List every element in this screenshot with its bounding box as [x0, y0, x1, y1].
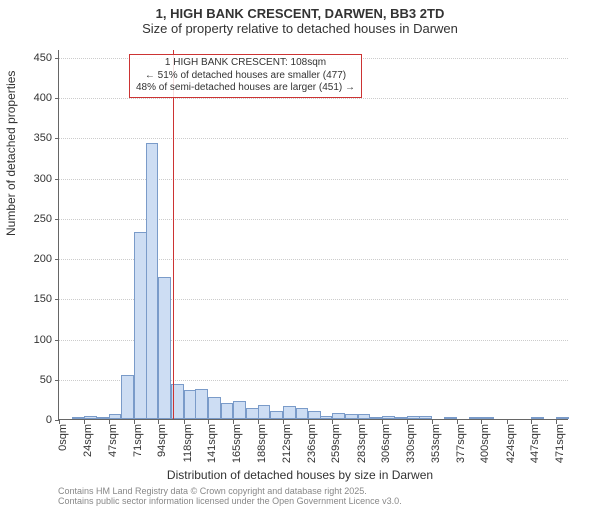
ytick-label: 300	[12, 173, 52, 185]
histogram-bar	[556, 417, 569, 419]
histogram-bar	[270, 411, 283, 419]
ytick-label: 400	[12, 92, 52, 104]
histogram-bar	[258, 405, 271, 419]
ytick-mark	[55, 98, 59, 99]
x-axis-label: Distribution of detached houses by size …	[0, 468, 600, 482]
ytick-label: 50	[12, 374, 52, 386]
gridline	[59, 98, 568, 99]
histogram-bar	[531, 417, 544, 419]
xtick-label: 283sqm	[356, 424, 368, 463]
ytick-mark	[55, 138, 59, 139]
histogram-bar	[146, 143, 159, 419]
histogram-bar	[109, 414, 122, 419]
annotation-line: 1 HIGH BANK CRESCENT: 108sqm	[136, 57, 355, 70]
xtick-label: 400sqm	[479, 424, 491, 463]
xtick-label: 94sqm	[156, 424, 168, 457]
ytick-mark	[55, 259, 59, 260]
ytick-mark	[55, 340, 59, 341]
histogram-chart: 1 HIGH BANK CRESCENT: 108sqm← 51% of det…	[58, 50, 568, 420]
histogram-bar	[158, 277, 171, 419]
histogram-bar	[320, 416, 333, 419]
ytick-mark	[55, 58, 59, 59]
ytick-mark	[55, 299, 59, 300]
histogram-bar	[121, 375, 134, 419]
histogram-bar	[72, 417, 85, 419]
histogram-bar	[444, 417, 457, 419]
xtick-label: 306sqm	[380, 424, 392, 463]
xtick-label: 330sqm	[405, 424, 417, 463]
histogram-bar	[395, 417, 408, 419]
gridline	[59, 138, 568, 139]
page-title-line2: Size of property relative to detached ho…	[0, 21, 600, 36]
page-title-line1: 1, HIGH BANK CRESCENT, DARWEN, BB3 2TD	[0, 6, 600, 21]
xtick-label: 471sqm	[554, 424, 566, 463]
xtick-label: 47sqm	[107, 424, 119, 457]
attribution-line1: Contains HM Land Registry data © Crown c…	[58, 486, 402, 496]
histogram-bar	[195, 389, 208, 419]
reference-vline	[173, 50, 174, 419]
ytick-label: 250	[12, 213, 52, 225]
histogram-bar	[221, 403, 234, 419]
histogram-bar	[469, 417, 482, 419]
histogram-bar	[419, 416, 432, 419]
xtick-label: 0sqm	[57, 424, 69, 451]
histogram-bar	[382, 416, 395, 419]
plot-area: 1 HIGH BANK CRESCENT: 108sqm← 51% of det…	[58, 50, 568, 420]
histogram-bar	[332, 413, 345, 419]
ytick-label: 0	[12, 414, 52, 426]
histogram-bar	[345, 414, 358, 419]
xtick-label: 447sqm	[529, 424, 541, 463]
annotation-line: 48% of semi-detached houses are larger (…	[136, 82, 355, 95]
ytick-mark	[55, 179, 59, 180]
xtick-label: 165sqm	[231, 424, 243, 463]
histogram-bar	[369, 417, 382, 419]
gridline	[59, 179, 568, 180]
ytick-label: 350	[12, 132, 52, 144]
xtick-label: 71sqm	[132, 424, 144, 457]
ytick-label: 150	[12, 293, 52, 305]
ytick-mark	[55, 380, 59, 381]
histogram-bar	[481, 417, 494, 419]
xtick-label: 424sqm	[505, 424, 517, 463]
attribution-line2: Contains public sector information licen…	[58, 496, 402, 506]
xtick-label: 353sqm	[430, 424, 442, 463]
histogram-bar	[208, 397, 221, 419]
ytick-mark	[55, 219, 59, 220]
histogram-bar	[283, 406, 296, 419]
annotation-line: ← 51% of detached houses are smaller (47…	[136, 70, 355, 83]
xtick-label: 236sqm	[306, 424, 318, 463]
xtick-label: 24sqm	[82, 424, 94, 457]
xtick-label: 188sqm	[256, 424, 268, 463]
xtick-label: 212sqm	[281, 424, 293, 463]
xtick-label: 141sqm	[206, 424, 218, 463]
histogram-bar	[233, 401, 246, 420]
gridline	[59, 219, 568, 220]
xtick-label: 377sqm	[455, 424, 467, 463]
xtick-label: 118sqm	[182, 424, 194, 462]
annotation-box: 1 HIGH BANK CRESCENT: 108sqm← 51% of det…	[129, 54, 362, 98]
ytick-label: 450	[12, 52, 52, 64]
ytick-label: 100	[12, 334, 52, 346]
xtick-label: 259sqm	[330, 424, 342, 463]
attribution-text: Contains HM Land Registry data © Crown c…	[58, 486, 402, 507]
histogram-bar	[84, 416, 97, 419]
histogram-bar	[296, 408, 309, 419]
ytick-label: 200	[12, 253, 52, 265]
